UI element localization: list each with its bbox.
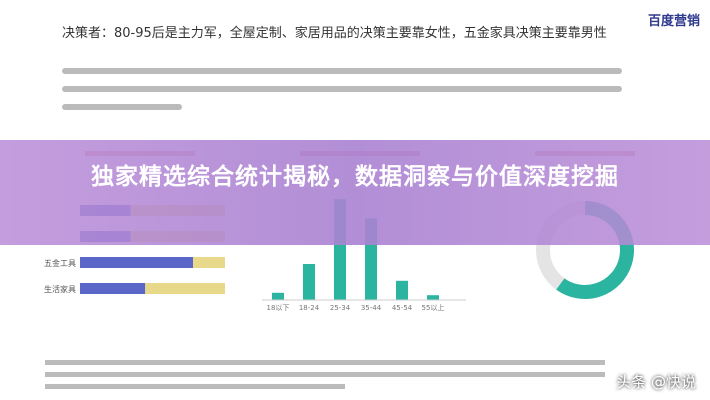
- bar-segment: [80, 283, 146, 294]
- category-label: 生活家具: [44, 284, 76, 294]
- header-title: 决策者：80-95后是主力军，全屋定制、家居用品的决策主要靠女性，五金家具决策主…: [62, 26, 607, 41]
- overlay-title: 独家精选综合统计揭秘，数据洞察与价值深度挖掘: [91, 164, 619, 190]
- x-tick-label: 55以上: [422, 303, 445, 312]
- x-tick-label: 25-34: [330, 304, 351, 312]
- bar-segment: [145, 283, 225, 294]
- x-tick-label: 35-44: [361, 304, 382, 312]
- category-label: 五金工具: [44, 258, 76, 268]
- bar: [303, 264, 315, 300]
- overlay-band: [0, 140, 710, 245]
- watermark: 头条 @快说: [616, 373, 696, 391]
- bar: [427, 295, 439, 300]
- bar: [272, 292, 284, 300]
- x-tick-label: 45-54: [392, 304, 413, 312]
- bar-segment: [193, 257, 225, 268]
- x-tick-label: 18以下: [267, 304, 290, 312]
- bar-segment: [80, 257, 194, 268]
- bar: [396, 280, 408, 300]
- logo: 百度营销: [647, 14, 700, 29]
- x-tick-label: 18-24: [299, 304, 320, 312]
